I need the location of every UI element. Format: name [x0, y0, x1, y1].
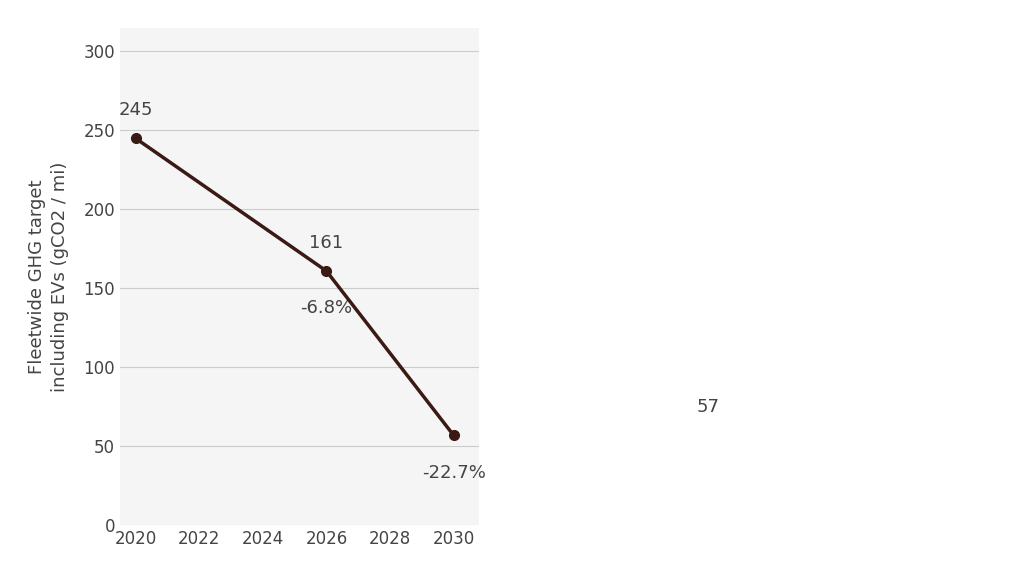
Y-axis label: Fleetwide GHG target
including EVs (gCO2 / mi): Fleetwide GHG target including EVs (gCO2…	[28, 161, 70, 392]
Text: 245: 245	[119, 101, 153, 119]
Text: 57: 57	[696, 399, 720, 416]
Text: -6.8%: -6.8%	[300, 300, 352, 317]
Text: 161: 161	[309, 234, 343, 252]
Text: -22.7%: -22.7%	[422, 464, 485, 482]
